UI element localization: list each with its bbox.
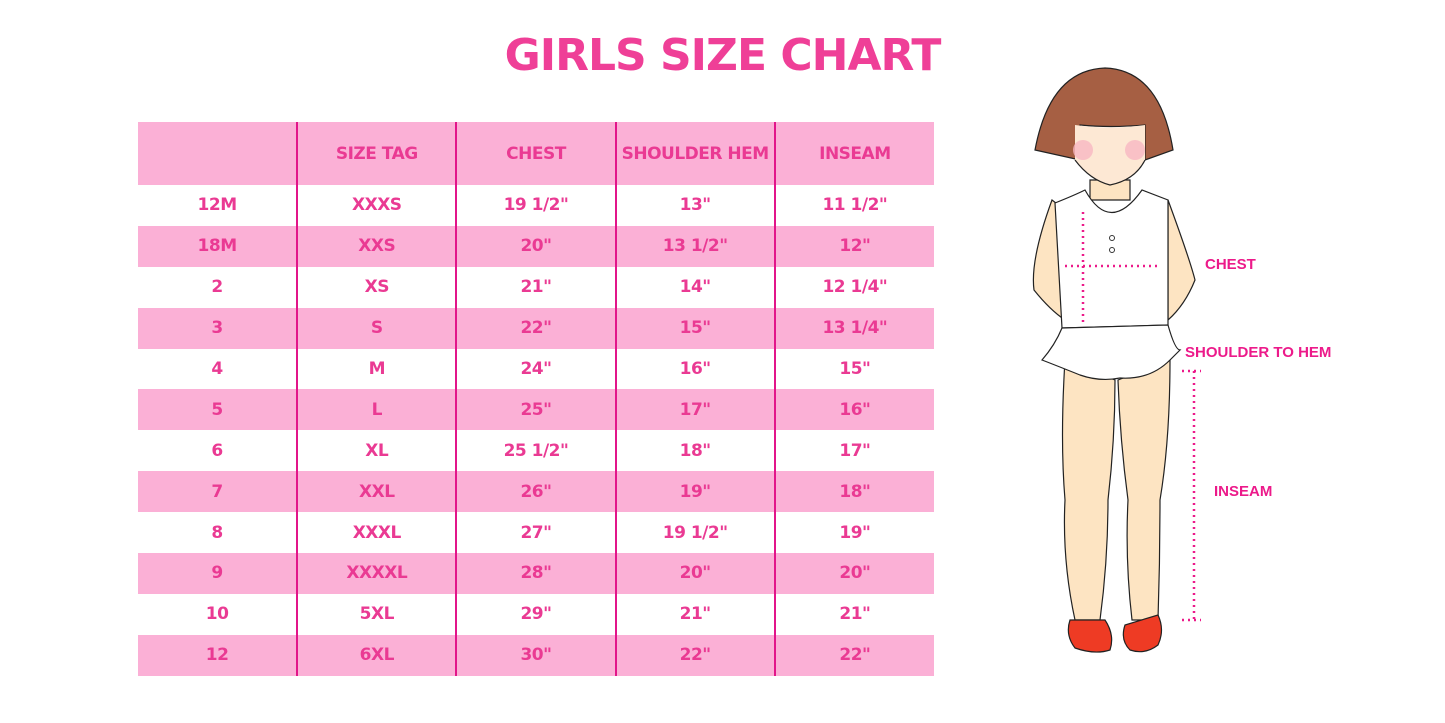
table-cell: 8 bbox=[211, 522, 223, 543]
table-cell: 25" bbox=[455, 389, 616, 431]
table-row: 12 6XL 30" 22" 22" bbox=[138, 634, 934, 676]
table-cell: 17" bbox=[773, 430, 934, 472]
table-cell: 4 bbox=[211, 359, 223, 379]
table-cell: 2 bbox=[211, 277, 223, 298]
shoulder-to-hem-label: SHOULDER TO HEM bbox=[1185, 344, 1332, 361]
table-cell: XXXS bbox=[296, 185, 457, 226]
table-cell: 18" bbox=[614, 430, 775, 472]
table-cell: 5 bbox=[138, 389, 298, 431]
table-cell: 20" bbox=[614, 553, 775, 594]
table-cell: 15" bbox=[614, 307, 775, 349]
table-cell: 22" bbox=[773, 634, 934, 676]
table-cell: 21" bbox=[614, 593, 775, 635]
table-cell: 6XL bbox=[296, 634, 457, 676]
table-row: 3 S 22" 15" 13 1/4" bbox=[138, 307, 934, 349]
column-header bbox=[138, 122, 298, 185]
table-cell: 13 1/2" bbox=[614, 225, 775, 267]
table-cell: S bbox=[296, 307, 457, 349]
table-cell: 17" bbox=[614, 389, 775, 431]
table-cell: 19 1/2" bbox=[455, 185, 616, 226]
table-header-row: SIZE TAG CHEST SHOULDER HEM INSEAM bbox=[138, 122, 934, 185]
table-cell: L bbox=[296, 389, 457, 431]
table-cell: 3 bbox=[138, 307, 298, 349]
table-cell: XXS bbox=[296, 225, 457, 267]
table-cell: 13 1/4" bbox=[773, 307, 934, 349]
table-cell: 15" bbox=[773, 348, 934, 390]
girl-illustration bbox=[1032, 67, 1201, 653]
table-cell: 12 bbox=[138, 634, 298, 676]
table-cell: 18M bbox=[138, 225, 298, 267]
inseam-label: INSEAM bbox=[1214, 483, 1273, 500]
table-row: 12M XXXS 19 1/2" 13" 11 1/2" bbox=[138, 185, 934, 226]
table-cell: XXL bbox=[296, 471, 457, 513]
table-cell: XL bbox=[296, 430, 457, 472]
table-cell: 20" bbox=[773, 553, 934, 594]
table-cell: 14" bbox=[614, 266, 775, 308]
table-row: 2 XS 21" 14" 12 1/4" bbox=[138, 266, 934, 308]
column-header: SHOULDER HEM bbox=[614, 122, 775, 185]
table-cell: 24" bbox=[455, 348, 616, 390]
table-row: 10 5XL 29" 21" 21" bbox=[138, 593, 934, 635]
table-cell: 18" bbox=[773, 471, 934, 513]
table-cell: 11 1/2" bbox=[773, 185, 934, 226]
table-cell: XS bbox=[296, 266, 457, 308]
table-row: 7 XXL 26" 19" 18" bbox=[138, 471, 934, 513]
table-cell: 19" bbox=[773, 512, 934, 554]
table-cell: 30" bbox=[455, 634, 616, 676]
table-row: 6 XL 25 1/2" 18" 17" bbox=[138, 430, 934, 472]
table-cell: 20" bbox=[455, 225, 616, 267]
table-cell: XXXL bbox=[296, 512, 457, 554]
table-row: 4 M 24" 16" 15" bbox=[138, 348, 934, 390]
table-cell: 26" bbox=[455, 471, 616, 513]
table-cell: 13" bbox=[614, 185, 775, 226]
table-cell: 25 1/2" bbox=[455, 430, 616, 472]
table-cell: 10 bbox=[205, 604, 229, 625]
table-cell: 12M bbox=[197, 195, 238, 216]
page-title: GIRLS SIZE CHART bbox=[504, 30, 942, 81]
table-cell: 27" bbox=[455, 512, 616, 554]
measurement-lines bbox=[1065, 212, 1201, 622]
table-cell: 7 bbox=[138, 471, 298, 513]
table-row: 18M XXS 20" 13 1/2" 12" bbox=[138, 225, 934, 267]
table-row: 9 XXXXL 28" 20" 20" bbox=[138, 553, 934, 594]
column-header: SIZE TAG bbox=[296, 122, 457, 185]
table-row: 5 L 25" 17" 16" bbox=[138, 389, 934, 431]
size-chart-table: SIZE TAG CHEST SHOULDER HEM INSEAM 12M XXXS 1… bbox=[138, 122, 934, 676]
table-cell: 5XL bbox=[296, 593, 457, 635]
column-header: CHEST bbox=[455, 122, 616, 185]
table-cell: 12 1/4" bbox=[773, 266, 934, 308]
table-cell: 29" bbox=[455, 593, 616, 635]
table-cell: 19 1/2" bbox=[614, 512, 775, 554]
table-cell: 22" bbox=[455, 307, 616, 349]
table-cell: 19" bbox=[614, 471, 775, 513]
column-header: INSEAM bbox=[773, 122, 934, 185]
table-cell: 16" bbox=[614, 348, 775, 390]
table-cell: M bbox=[296, 348, 457, 390]
table-cell: 9 bbox=[138, 553, 298, 594]
table-cell: XXXXL bbox=[296, 553, 457, 594]
table-cell: 12" bbox=[773, 225, 934, 267]
chest-label: CHEST bbox=[1205, 256, 1256, 273]
table-row: 8 XXXL 27" 19 1/2" 19" bbox=[138, 512, 934, 554]
table-cell: 28" bbox=[455, 553, 616, 594]
table-cell: 16" bbox=[773, 389, 934, 431]
table-cell: 6 bbox=[211, 440, 223, 461]
table-cell: 21" bbox=[773, 593, 934, 635]
table-cell: 22" bbox=[614, 634, 775, 676]
table-cell: 21" bbox=[455, 266, 616, 308]
